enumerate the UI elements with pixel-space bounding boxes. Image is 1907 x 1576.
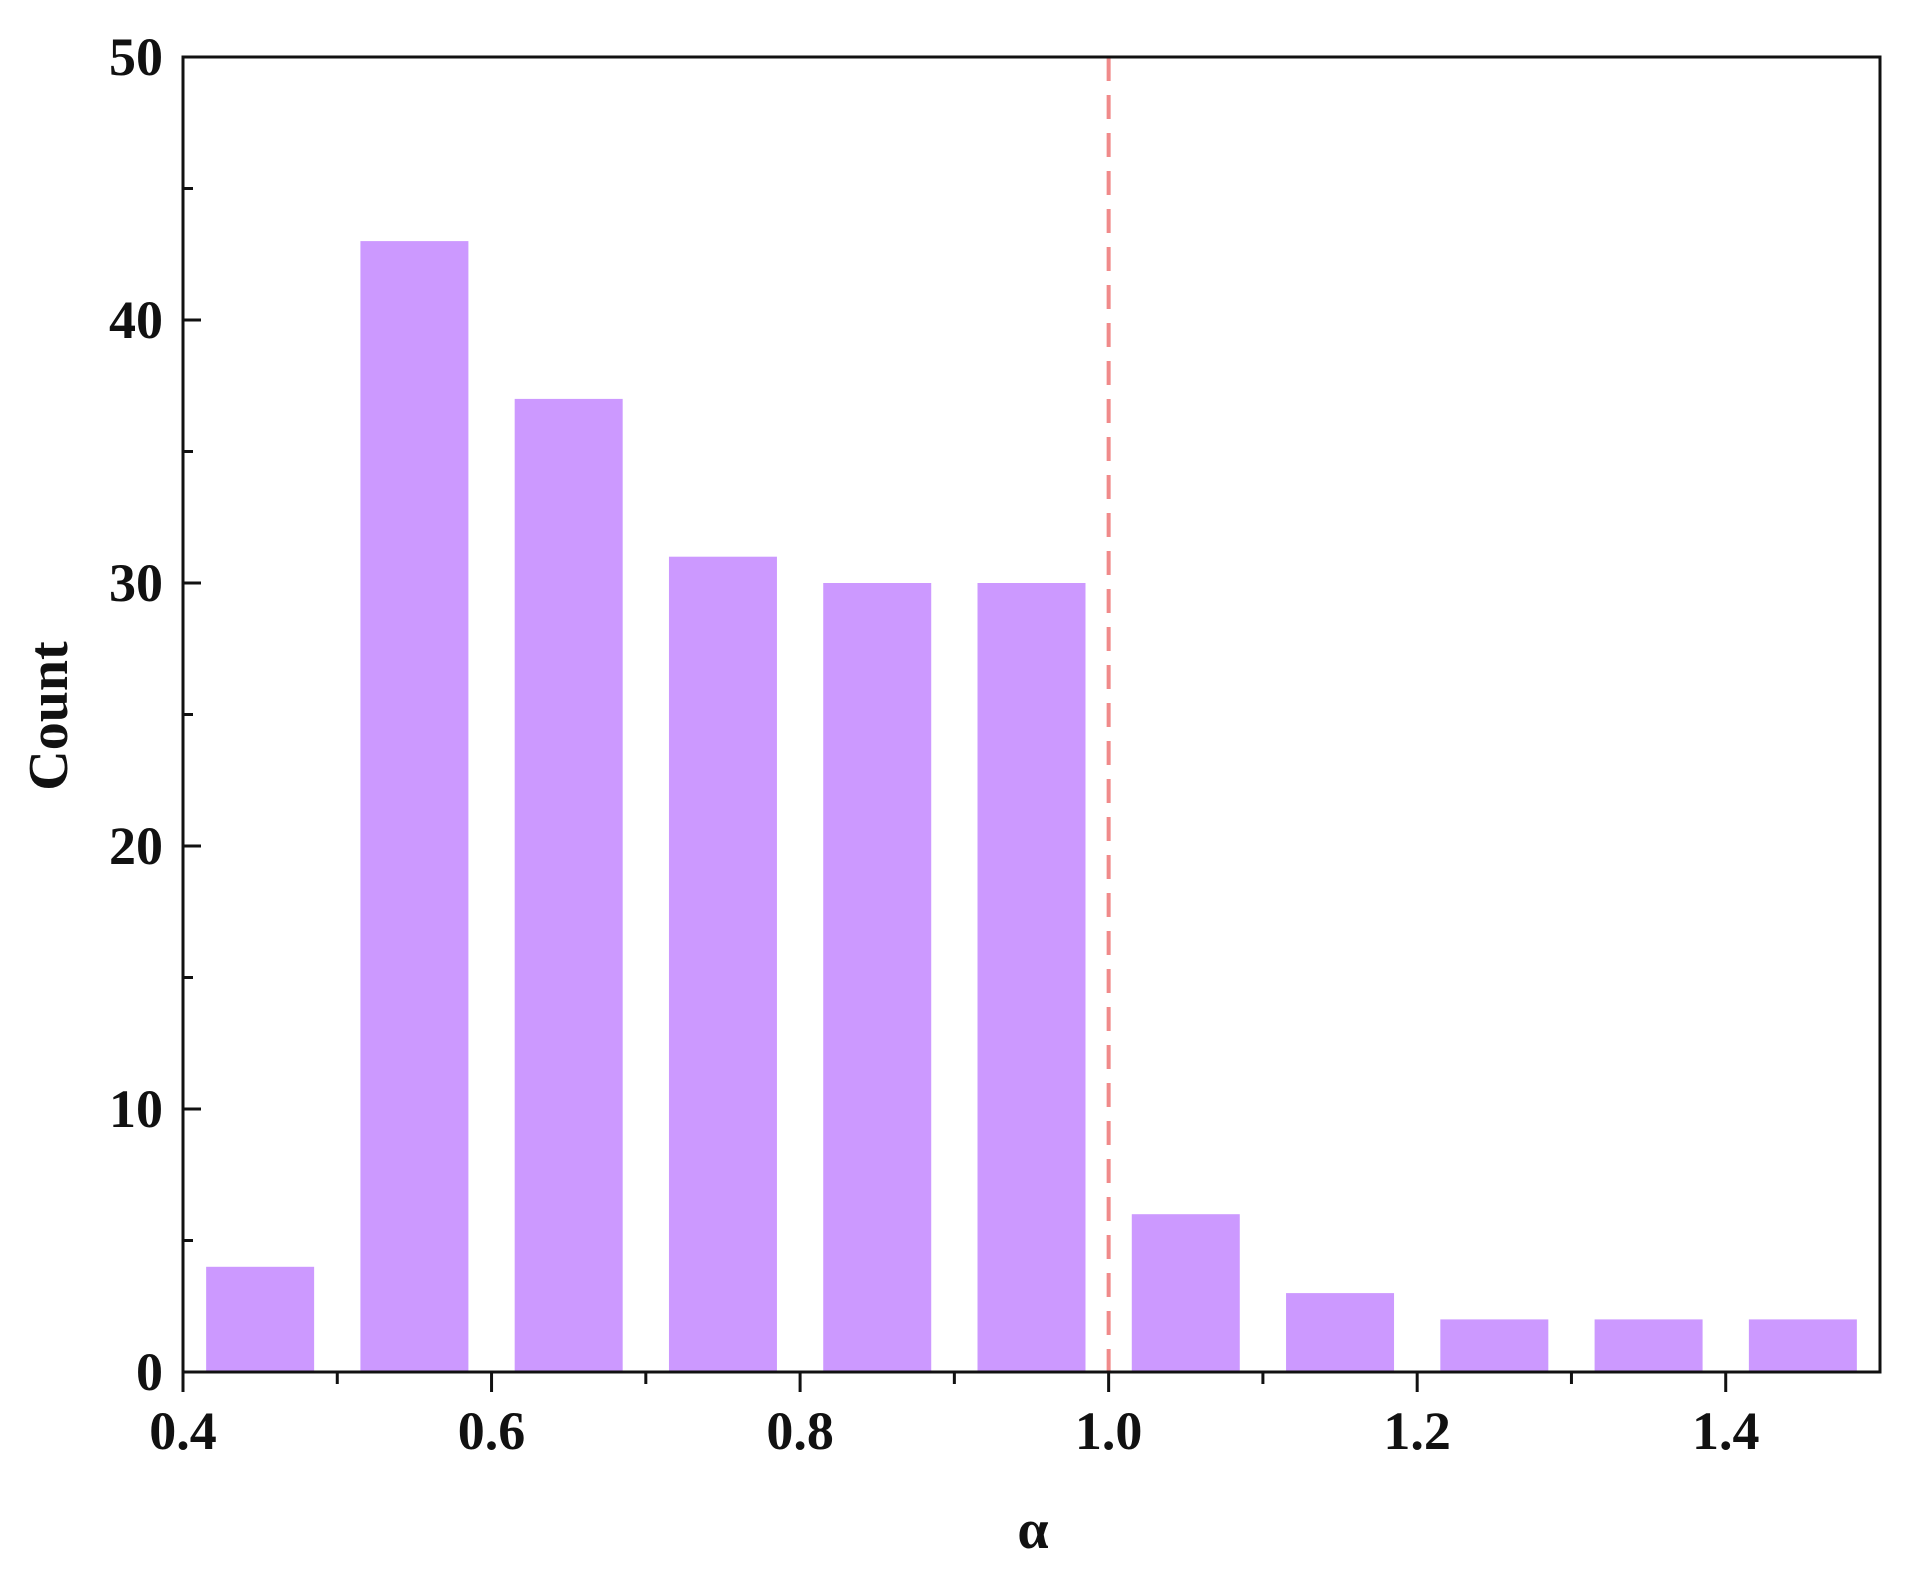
bar-7	[1286, 1293, 1395, 1372]
bar-2	[514, 398, 623, 1372]
bars-layer	[206, 241, 1857, 1373]
x-tick-label: 1.2	[1383, 1401, 1451, 1461]
bar-6	[1131, 1214, 1240, 1372]
ticks-layer: 0 10 20 30 40 50 0.4 0.6 0.8 1.0 1.2 1.4	[109, 27, 1759, 1461]
bar-4	[823, 583, 932, 1372]
y-tick-label: 10	[109, 1079, 163, 1139]
bar-0	[206, 1266, 315, 1372]
x-tick-label: 0.6	[458, 1401, 526, 1461]
y-tick-label: 30	[109, 553, 163, 613]
y-tick-label: 40	[109, 290, 163, 350]
bar-9	[1594, 1319, 1703, 1372]
y-tick-label: 20	[109, 816, 163, 876]
bar-10	[1748, 1319, 1857, 1372]
y-tick-label: 0	[136, 1342, 163, 1402]
x-tick-label: 1.4	[1692, 1401, 1760, 1461]
x-tick-label: 0.8	[766, 1401, 834, 1461]
x-axis-title: α	[1017, 1499, 1048, 1561]
bar-1	[360, 241, 469, 1373]
y-tick-label: 50	[109, 27, 163, 87]
x-tick-label: 1.0	[1075, 1401, 1143, 1461]
bar-5	[977, 583, 1086, 1372]
bar-8	[1440, 1319, 1549, 1372]
x-tick-label: 0.4	[149, 1401, 217, 1461]
y-axis-title: Count	[18, 641, 80, 791]
bar-3	[668, 556, 777, 1372]
